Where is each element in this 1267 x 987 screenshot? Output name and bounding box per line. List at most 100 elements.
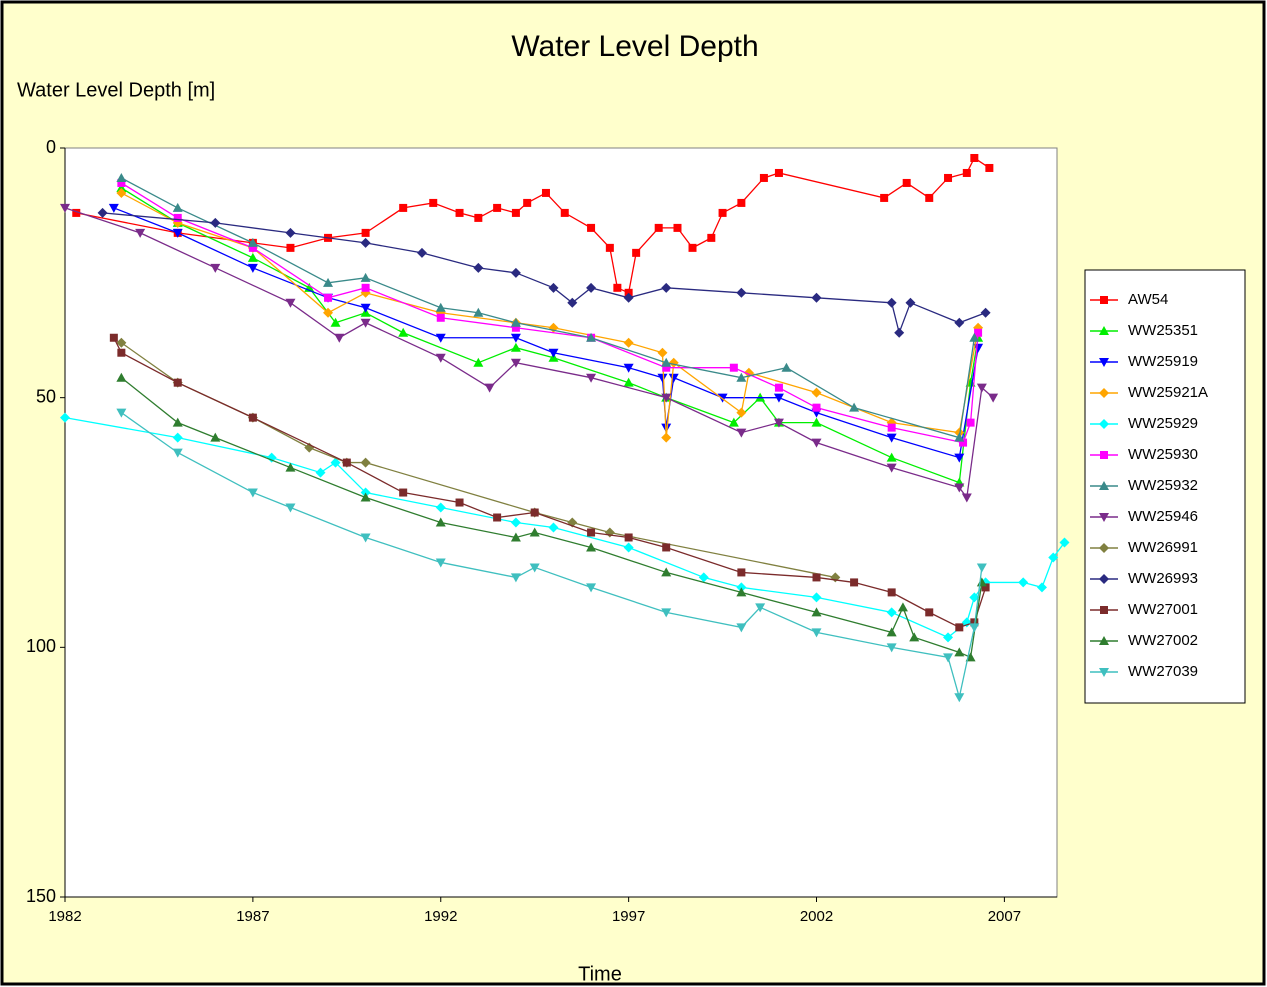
marker [973, 343, 984, 353]
marker [774, 168, 783, 177]
marker [755, 603, 766, 613]
chart-title: Water Level Depth [511, 30, 758, 63]
marker [944, 173, 953, 182]
x-tick-label: 1987 [236, 908, 269, 925]
marker [985, 163, 994, 172]
marker [811, 438, 822, 448]
marker [510, 267, 521, 278]
marker [623, 377, 634, 387]
marker [849, 402, 860, 412]
marker [173, 378, 182, 387]
series-line [113, 207, 979, 459]
legend-label: WW26991 [1128, 539, 1198, 556]
marker [248, 243, 257, 252]
marker [886, 452, 897, 462]
marker [661, 608, 672, 618]
y-axis-label: Water Level Depth [m] [17, 79, 215, 101]
marker [360, 237, 371, 248]
marker [435, 502, 446, 513]
marker [493, 513, 502, 522]
marker [902, 178, 911, 187]
marker [1099, 388, 1109, 398]
marker [773, 393, 784, 403]
legend-label: AW54 [1128, 291, 1168, 308]
marker [172, 228, 183, 238]
marker [886, 297, 897, 308]
marker [360, 303, 371, 313]
marker [360, 457, 371, 468]
marker [567, 297, 578, 308]
marker [116, 408, 127, 418]
marker [473, 357, 484, 367]
marker [172, 448, 183, 458]
marker [954, 647, 965, 657]
legend-label: WW25919 [1128, 353, 1198, 370]
marker [969, 332, 980, 342]
legend-label: WW25932 [1128, 477, 1198, 494]
series-line [64, 416, 1066, 639]
marker [759, 173, 768, 182]
marker [116, 187, 127, 198]
marker [1059, 537, 1070, 548]
marker [1099, 513, 1109, 522]
marker [510, 317, 521, 327]
marker [886, 643, 897, 653]
marker [1099, 668, 1109, 677]
marker [323, 277, 334, 287]
marker [97, 207, 108, 218]
marker [360, 272, 371, 282]
marker [974, 328, 983, 337]
marker [587, 223, 596, 232]
marker [632, 248, 641, 257]
marker [657, 347, 668, 358]
marker [657, 373, 668, 383]
marker [529, 527, 540, 537]
series-line [113, 337, 987, 629]
marker [654, 223, 663, 232]
marker [661, 282, 672, 293]
marker [173, 213, 182, 222]
legend-label: WW27039 [1128, 663, 1198, 680]
x-tick-label: 1997 [612, 908, 645, 925]
marker [586, 542, 597, 552]
marker [473, 307, 484, 317]
marker [811, 387, 822, 398]
marker [474, 213, 483, 222]
marker [812, 403, 821, 412]
marker [72, 208, 81, 217]
marker [1099, 326, 1109, 335]
marker [886, 433, 897, 443]
marker [116, 182, 127, 192]
marker [673, 223, 682, 232]
marker [954, 693, 965, 703]
marker [850, 578, 859, 587]
marker [623, 292, 634, 303]
marker [811, 628, 822, 638]
marker [736, 623, 747, 633]
marker [737, 568, 746, 577]
marker [1099, 481, 1109, 490]
marker [774, 383, 783, 392]
legend-label: WW25351 [1128, 322, 1198, 339]
marker [1099, 358, 1109, 367]
marker [966, 418, 975, 427]
marker [60, 412, 70, 423]
marker [455, 498, 464, 507]
marker [587, 528, 596, 537]
legend-label: WW27002 [1128, 632, 1198, 649]
marker [436, 313, 445, 322]
marker [510, 342, 521, 352]
marker [661, 432, 672, 443]
marker [880, 193, 889, 202]
marker [976, 563, 987, 573]
legend-label: WW25930 [1128, 446, 1198, 463]
x-tick-label: 1992 [424, 908, 457, 925]
marker [511, 323, 520, 332]
marker [1100, 296, 1108, 304]
marker [210, 432, 221, 442]
marker [510, 532, 521, 542]
marker [172, 202, 183, 212]
marker [662, 363, 671, 372]
series-line [121, 187, 979, 484]
marker [729, 363, 738, 372]
